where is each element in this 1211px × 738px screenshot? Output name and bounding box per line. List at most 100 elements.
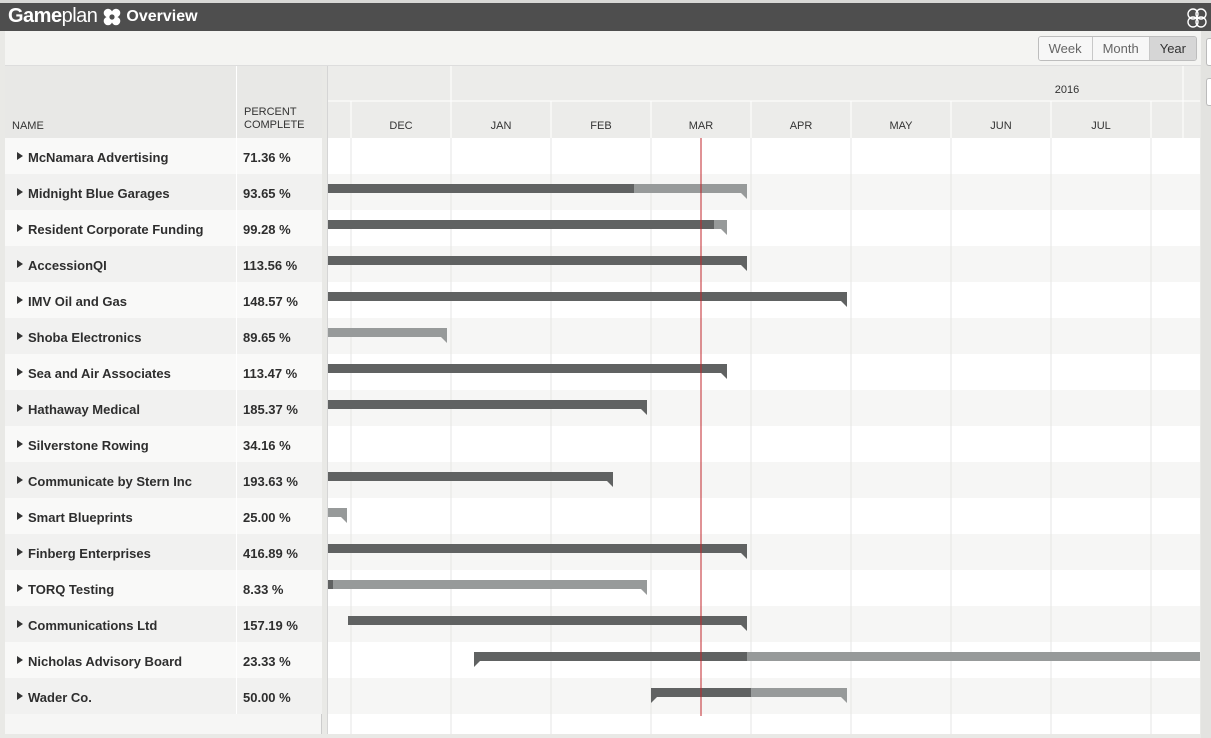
project-row[interactable]: Wader Co. 50.00 % [5,678,322,714]
brand-plan: plan [61,5,98,27]
progress-bar-remaining[interactable] [328,508,347,517]
project-row[interactable]: McNamara Advertising 71.36 % [5,138,322,174]
expand-arrow-icon[interactable] [17,260,23,268]
project-name: Silverstone Rowing [28,438,149,453]
progress-bar-remaining[interactable] [634,184,747,193]
percent-header-line2: COMPLETE [244,119,305,131]
project-row[interactable]: Sea and Air Associates 113.47 % [5,354,322,390]
project-row[interactable]: Smart Blueprints 25.00 % [5,498,322,534]
bar-end-marker [721,229,727,235]
project-name: TORQ Testing [28,582,115,597]
expand-arrow-icon[interactable] [17,368,23,376]
expand-arrow-icon[interactable] [17,404,23,412]
project-percent: 193.63 % [243,474,298,489]
scroll-handle-upper[interactable] [1206,38,1211,66]
project-name: Sea and Air Associates [28,366,171,381]
expand-arrow-icon[interactable] [17,584,23,592]
progress-bar-complete[interactable] [328,400,647,409]
project-row[interactable]: IMV Oil and Gas 148.57 % [5,282,322,318]
project-percent: 157.19 % [243,618,298,633]
timeline-panel: DEC JAN FEB MAR APR MAY JUN JUL 2016 [327,66,1200,734]
project-percent: 113.47 % [243,366,298,381]
view-year-button[interactable]: Year [1149,37,1196,60]
brand-game: Game [8,5,62,27]
month-label: DEC [389,120,412,132]
percent-header-line1: PERCENT [244,106,297,118]
bar-end-marker [441,337,447,343]
month-label: FEB [590,120,611,132]
progress-bar-complete[interactable] [328,364,727,373]
expand-arrow-icon[interactable] [17,656,23,664]
progress-bar-complete[interactable] [328,184,634,193]
project-name: Communicate by Stern Inc [28,474,192,489]
project-percent: 148.57 % [243,294,298,309]
expand-arrow-icon[interactable] [17,224,23,232]
project-row[interactable]: Communications Ltd 157.19 % [5,606,322,642]
expand-arrow-icon[interactable] [17,332,23,340]
timeline-header-bg [328,66,1200,138]
expand-arrow-icon[interactable] [17,440,23,448]
header-divider [236,66,237,138]
expand-arrow-icon[interactable] [17,152,23,160]
progress-bar-remaining[interactable] [747,652,1200,661]
project-name: Nicholas Advisory Board [28,654,183,669]
app-menu-icon[interactable] [1185,6,1209,30]
timeline-row-bg [328,498,1200,534]
project-row[interactable]: Communicate by Stern Inc 193.63 % [5,462,322,498]
view-week-button[interactable]: Week [1038,37,1093,60]
project-row[interactable]: Nicholas Advisory Board 23.33 % [5,642,322,678]
bar-end-marker [741,553,747,559]
column-divider [236,138,237,174]
project-name: Midnight Blue Garages [28,186,170,201]
progress-bar-remaining[interactable] [333,580,647,589]
project-row[interactable]: Resident Corporate Funding 99.28 % [5,210,322,246]
progress-bar-complete[interactable] [328,220,714,229]
view-month-button[interactable]: Month [1092,37,1150,60]
project-rows: McNamara Advertising 71.36 % Midnight Blue… [5,138,322,714]
expand-arrow-icon[interactable] [17,476,23,484]
progress-bar-complete[interactable] [328,292,847,301]
expand-arrow-icon[interactable] [17,620,23,628]
project-percent: 34.16 % [243,438,291,453]
expand-arrow-icon[interactable] [17,512,23,520]
name-column-header[interactable]: NAME [12,120,44,132]
progress-bar-complete[interactable] [328,544,747,553]
project-row[interactable]: AccessionQI 113.56 % [5,246,322,282]
timeline-row-bg [328,426,1200,462]
project-row[interactable]: Shoba Electronics 89.65 % [5,318,322,354]
bar-end-marker [641,409,647,415]
month-label: MAY [889,120,913,132]
year-label: 2016 [1055,84,1079,96]
progress-bar-complete[interactable] [348,616,747,625]
project-row[interactable]: Hathaway Medical 185.37 % [5,390,322,426]
progress-bar-complete[interactable] [328,580,333,589]
scroll-handle-lower[interactable] [1206,78,1211,106]
project-name: AccessionQI [28,258,107,273]
progress-bar-remaining[interactable] [751,688,847,697]
expand-arrow-icon[interactable] [17,296,23,304]
project-percent: 8.33 % [243,582,284,597]
progress-bar-remaining[interactable] [328,328,447,337]
project-row[interactable]: Midnight Blue Garages 93.65 % [5,174,322,210]
progress-bar-complete[interactable] [474,652,747,661]
progress-bar-remaining[interactable] [714,220,727,229]
project-name: Communications Ltd [28,618,158,633]
project-row[interactable]: TORQ Testing 8.33 % [5,570,322,606]
column-divider [236,642,237,678]
list-header: NAME PERCENT COMPLETE [5,66,322,138]
expand-arrow-icon[interactable] [17,692,23,700]
progress-bar-complete[interactable] [328,472,613,481]
project-row[interactable]: Silverstone Rowing 34.16 % [5,426,322,462]
bar-end-marker [841,301,847,307]
percent-column-header[interactable]: PERCENT COMPLETE [244,106,320,132]
project-row[interactable]: Finberg Enterprises 416.89 % [5,534,322,570]
project-percent: 89.65 % [243,330,291,345]
bar-end-marker [741,193,747,199]
expand-arrow-icon[interactable] [17,548,23,556]
month-label: JUL [1091,120,1111,132]
progress-bar-complete[interactable] [328,256,747,265]
project-percent: 113.56 % [243,258,298,273]
project-percent: 93.65 % [243,186,291,201]
vertical-scrollbar[interactable] [1201,31,1211,738]
expand-arrow-icon[interactable] [17,188,23,196]
